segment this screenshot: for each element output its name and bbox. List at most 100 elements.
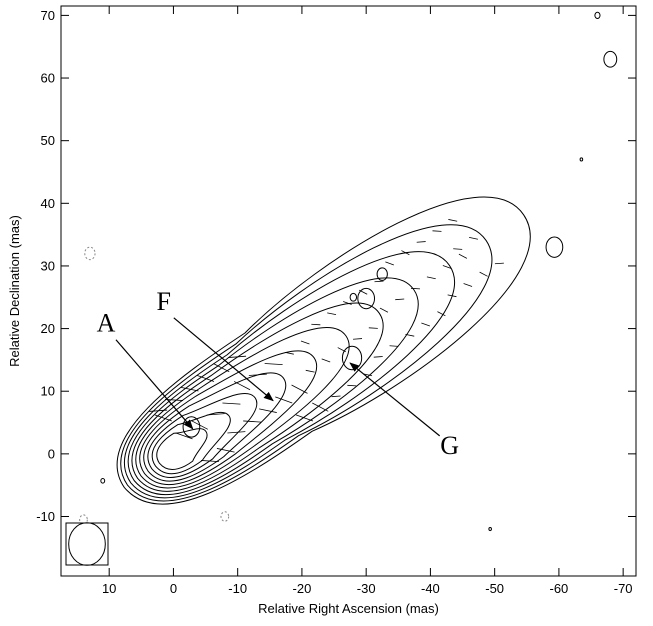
- x-tick-label: -60: [550, 581, 569, 596]
- polarization-vector: [180, 386, 199, 392]
- plot-frame: [60, 5, 637, 577]
- polarization-vector: [216, 448, 235, 453]
- polarization-vector: [321, 358, 331, 363]
- polarization-vector: [463, 283, 473, 287]
- polarization-vector: [421, 322, 430, 327]
- contour-level: [120, 224, 493, 502]
- neg-outlier-14-10: [79, 514, 88, 525]
- x-tick-label: -70: [614, 581, 633, 596]
- x-tick-label: 10: [102, 581, 116, 596]
- neg-outlier-13-32: [84, 246, 96, 261]
- contour-level: [139, 350, 317, 486]
- polarization-vector: [379, 307, 389, 313]
- polarization-vector: [410, 287, 421, 290]
- contour-level: [151, 411, 231, 474]
- polarization-vector: [213, 363, 230, 373]
- y-axis-label: Relative Declination (mas): [7, 215, 22, 367]
- polarization-vector: [291, 384, 308, 394]
- component-A: [182, 416, 201, 438]
- polarization-vector: [275, 396, 293, 404]
- contour-level: [156, 428, 208, 470]
- polarization-vector: [368, 327, 378, 329]
- polarization-vector: [353, 338, 363, 340]
- polarization-vector: [295, 414, 314, 422]
- polarization-vector: [222, 402, 241, 405]
- x-tick-label: -30: [357, 581, 376, 596]
- contour-level: [147, 393, 258, 478]
- polarization-vector: [416, 241, 426, 243]
- polarization-vector: [389, 345, 399, 347]
- x-tick-label: 0: [170, 581, 177, 596]
- outlier-63-47: [579, 157, 584, 162]
- polarization-vector: [347, 384, 357, 387]
- contour-level: [131, 302, 384, 492]
- y-tick-label: -10: [36, 509, 55, 524]
- polarization-vector: [196, 375, 215, 382]
- annotation-arrow-g: [349, 362, 441, 437]
- polarization-vector: [426, 276, 436, 280]
- polarization-vector: [458, 253, 468, 259]
- y-tick-label: 20: [41, 321, 55, 336]
- polarization-vector: [405, 333, 415, 337]
- polarization-vector: [331, 395, 341, 398]
- outlier-68-63: [603, 50, 618, 68]
- contour-level: [123, 251, 456, 499]
- contour-level: [143, 372, 287, 482]
- polarization-vector: [395, 298, 405, 301]
- annotation-label-f: F: [157, 287, 171, 316]
- polarization-vector: [432, 230, 442, 232]
- y-tick-label: 50: [41, 133, 55, 148]
- outlier-66-70: [594, 11, 601, 20]
- polarization-vector: [373, 356, 383, 358]
- x-tick-label: -40: [421, 581, 440, 596]
- x-axis-label: Relative Right Ascension (mas): [258, 601, 439, 616]
- polarization-vector: [175, 432, 193, 440]
- x-tick-label: -20: [293, 581, 312, 596]
- outlier-59-33: [545, 236, 564, 258]
- knot-28-25: [349, 292, 358, 302]
- polarization-vector: [233, 381, 251, 391]
- x-tick-label: -50: [485, 581, 504, 596]
- polarization-vector: [343, 301, 352, 305]
- polarization-vector: [305, 369, 315, 373]
- knot-30-25: [357, 287, 376, 310]
- y-tick-label: 60: [41, 71, 55, 86]
- knot-31-29: [376, 267, 388, 281]
- annotation-arrow-a: [115, 339, 194, 430]
- polarization-vector: [469, 236, 478, 240]
- polarization-vector: [154, 414, 172, 422]
- polarization-vector: [200, 460, 219, 463]
- annotation-label-a: A: [97, 309, 116, 338]
- component-G: [341, 345, 363, 371]
- y-tick-label: 30: [41, 258, 55, 273]
- plot-content: [65, 11, 618, 566]
- contour-level: [135, 327, 350, 489]
- polarization-vector: [191, 420, 209, 430]
- annotation-label-g: G: [440, 431, 459, 460]
- polarization-vector: [259, 408, 277, 413]
- y-tick-label: 10: [41, 384, 55, 399]
- polarization-vector: [227, 431, 246, 434]
- polarization-vector: [149, 409, 168, 412]
- y-tick-label: 0: [48, 446, 55, 461]
- polarization-vector: [228, 355, 247, 358]
- polarization-vector: [447, 294, 457, 298]
- polarization-vector: [453, 248, 463, 250]
- polarization-vector: [359, 289, 368, 295]
- polarization-vector: [264, 363, 283, 366]
- annotations: A F G: [97, 287, 459, 460]
- polarization-vector: [248, 373, 267, 376]
- polarization-vector: [337, 347, 346, 353]
- axes: 10 0 -10 -20 -30 -40 -50 -60 -70 -10 0 10 20 30 40 50 60…: [36, 5, 637, 596]
- beam-box: [65, 522, 109, 566]
- polarization-vector: [327, 312, 337, 316]
- outlier-11-4: [100, 477, 106, 484]
- contour-level: [116, 196, 531, 505]
- y-tick-label: 70: [41, 8, 55, 23]
- neg-outlier-8-10: [220, 511, 230, 522]
- y-tick-label: 40: [41, 196, 55, 211]
- x-tick-label: -10: [228, 581, 247, 596]
- polarization-vector: [385, 261, 394, 266]
- polarization-vector: [300, 340, 310, 345]
- polarization-vector: [206, 413, 225, 416]
